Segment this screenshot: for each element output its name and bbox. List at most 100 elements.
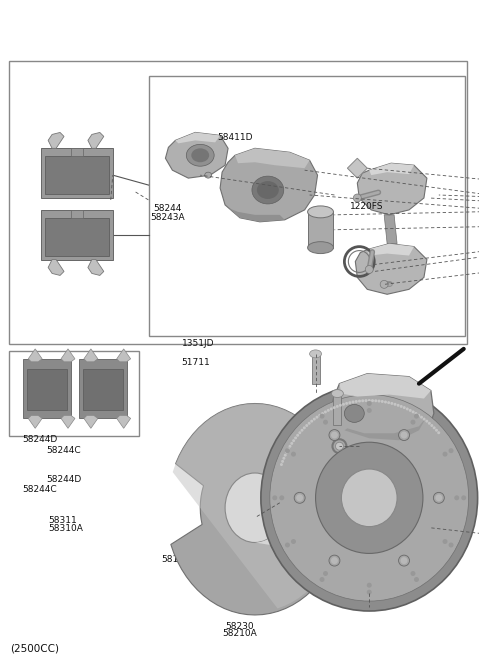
Ellipse shape <box>401 557 408 564</box>
Polygon shape <box>348 158 367 178</box>
Ellipse shape <box>291 539 296 544</box>
Ellipse shape <box>398 555 409 566</box>
Ellipse shape <box>336 442 343 450</box>
Ellipse shape <box>339 404 342 407</box>
Ellipse shape <box>355 400 358 403</box>
Ellipse shape <box>351 401 355 403</box>
Text: 51711: 51711 <box>182 358 211 367</box>
Text: 58244C: 58244C <box>47 445 81 455</box>
Bar <box>41 148 113 198</box>
Ellipse shape <box>329 555 340 566</box>
Ellipse shape <box>281 460 284 463</box>
Ellipse shape <box>415 412 418 415</box>
Ellipse shape <box>400 405 403 408</box>
Ellipse shape <box>443 451 447 457</box>
Ellipse shape <box>423 418 426 420</box>
Ellipse shape <box>367 583 372 587</box>
Ellipse shape <box>282 457 286 460</box>
Polygon shape <box>339 374 431 399</box>
Text: 58302: 58302 <box>35 378 63 388</box>
Ellipse shape <box>192 148 209 162</box>
Ellipse shape <box>361 399 364 402</box>
Ellipse shape <box>329 430 340 440</box>
Ellipse shape <box>308 242 334 254</box>
Text: 58230: 58230 <box>226 622 254 631</box>
Ellipse shape <box>461 495 466 501</box>
Ellipse shape <box>323 571 328 576</box>
Ellipse shape <box>252 176 284 204</box>
Ellipse shape <box>288 445 291 448</box>
Ellipse shape <box>428 422 431 425</box>
Polygon shape <box>88 133 104 148</box>
Ellipse shape <box>412 411 415 413</box>
Ellipse shape <box>290 442 293 445</box>
Ellipse shape <box>435 429 438 432</box>
Bar <box>308 212 334 248</box>
Ellipse shape <box>342 403 345 406</box>
Text: 58233: 58233 <box>297 482 326 491</box>
Ellipse shape <box>432 426 436 429</box>
Ellipse shape <box>294 492 305 503</box>
Bar <box>9 61 467 344</box>
Ellipse shape <box>417 414 420 417</box>
Ellipse shape <box>204 172 212 178</box>
Ellipse shape <box>327 409 330 412</box>
Text: 58235C: 58235C <box>274 498 308 507</box>
Bar <box>9 351 139 436</box>
Ellipse shape <box>443 539 447 544</box>
Ellipse shape <box>332 390 343 397</box>
Ellipse shape <box>353 194 361 202</box>
Ellipse shape <box>448 543 454 547</box>
Ellipse shape <box>292 439 295 442</box>
Ellipse shape <box>310 350 322 358</box>
Text: 1220FS: 1220FS <box>350 202 383 212</box>
Text: 58161B: 58161B <box>229 453 264 463</box>
Ellipse shape <box>398 430 409 440</box>
Ellipse shape <box>345 402 348 405</box>
Text: 58244D: 58244D <box>47 475 82 484</box>
Ellipse shape <box>315 416 318 419</box>
Ellipse shape <box>280 463 283 466</box>
Ellipse shape <box>320 577 324 582</box>
Bar <box>23 359 71 419</box>
Polygon shape <box>355 244 427 294</box>
Bar <box>41 210 113 260</box>
Ellipse shape <box>318 414 321 417</box>
Polygon shape <box>117 415 131 428</box>
Ellipse shape <box>296 434 299 437</box>
Polygon shape <box>88 260 104 275</box>
Ellipse shape <box>272 495 277 501</box>
Ellipse shape <box>384 401 387 403</box>
Text: 58210A: 58210A <box>223 629 257 638</box>
Ellipse shape <box>367 590 372 595</box>
Polygon shape <box>48 133 64 148</box>
Ellipse shape <box>315 442 423 553</box>
Ellipse shape <box>261 384 478 611</box>
Ellipse shape <box>410 571 416 576</box>
Ellipse shape <box>403 406 406 409</box>
Ellipse shape <box>285 543 290 547</box>
Polygon shape <box>225 205 285 222</box>
Text: 58161B: 58161B <box>311 526 346 535</box>
Ellipse shape <box>336 405 339 408</box>
Bar <box>148 76 465 336</box>
Polygon shape <box>369 163 414 175</box>
Ellipse shape <box>394 403 396 406</box>
Polygon shape <box>28 415 42 428</box>
Ellipse shape <box>331 432 338 438</box>
Ellipse shape <box>367 401 372 406</box>
Ellipse shape <box>308 206 334 218</box>
Ellipse shape <box>380 281 388 288</box>
Polygon shape <box>384 215 397 244</box>
Polygon shape <box>48 260 64 275</box>
Ellipse shape <box>437 431 440 434</box>
Polygon shape <box>175 133 220 143</box>
Ellipse shape <box>409 409 412 412</box>
Ellipse shape <box>390 402 393 405</box>
Ellipse shape <box>348 401 351 404</box>
Polygon shape <box>171 403 342 615</box>
Ellipse shape <box>308 422 311 425</box>
Bar <box>45 156 109 194</box>
Ellipse shape <box>186 145 214 166</box>
Ellipse shape <box>298 431 301 434</box>
